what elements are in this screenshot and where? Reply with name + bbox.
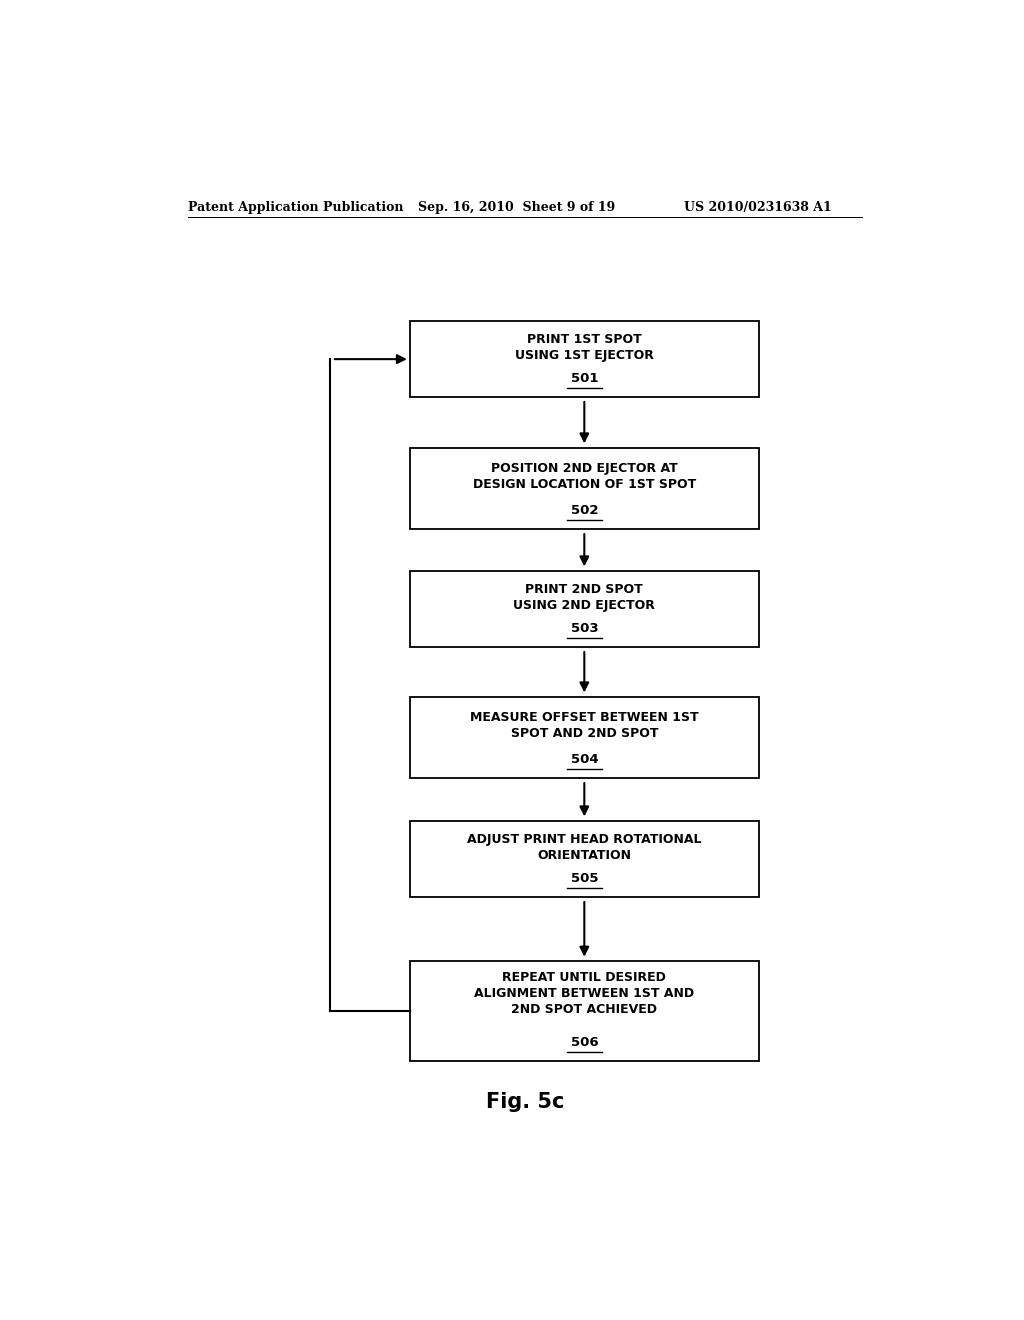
- Text: ADJUST PRINT HEAD ROTATIONAL
ORIENTATION: ADJUST PRINT HEAD ROTATIONAL ORIENTATION: [467, 833, 701, 862]
- Text: 504: 504: [570, 754, 598, 766]
- Text: 502: 502: [570, 504, 598, 517]
- Bar: [410, 572, 759, 647]
- Text: 503: 503: [570, 622, 598, 635]
- Bar: [410, 321, 759, 397]
- Text: 505: 505: [570, 873, 598, 886]
- Bar: [410, 697, 759, 779]
- Text: REPEAT UNTIL DESIRED
ALIGNMENT BETWEEN 1ST AND
2ND SPOT ACHIEVED: REPEAT UNTIL DESIRED ALIGNMENT BETWEEN 1…: [474, 970, 694, 1015]
- Text: PRINT 1ST SPOT
USING 1ST EJECTOR: PRINT 1ST SPOT USING 1ST EJECTOR: [515, 333, 653, 362]
- Text: MEASURE OFFSET BETWEEN 1ST
SPOT AND 2ND SPOT: MEASURE OFFSET BETWEEN 1ST SPOT AND 2ND …: [470, 711, 698, 741]
- Text: 506: 506: [570, 1036, 598, 1049]
- Bar: [410, 961, 759, 1061]
- Text: PRINT 2ND SPOT
USING 2ND EJECTOR: PRINT 2ND SPOT USING 2ND EJECTOR: [513, 583, 655, 612]
- Text: POSITION 2ND EJECTOR AT
DESIGN LOCATION OF 1ST SPOT: POSITION 2ND EJECTOR AT DESIGN LOCATION …: [473, 462, 696, 491]
- Text: Sep. 16, 2010  Sheet 9 of 19: Sep. 16, 2010 Sheet 9 of 19: [418, 201, 615, 214]
- Text: US 2010/0231638 A1: US 2010/0231638 A1: [684, 201, 831, 214]
- Bar: [410, 821, 759, 898]
- Text: Patent Application Publication: Patent Application Publication: [187, 201, 403, 214]
- Bar: [410, 447, 759, 529]
- Text: 501: 501: [570, 372, 598, 385]
- Text: Fig. 5c: Fig. 5c: [485, 1092, 564, 1111]
